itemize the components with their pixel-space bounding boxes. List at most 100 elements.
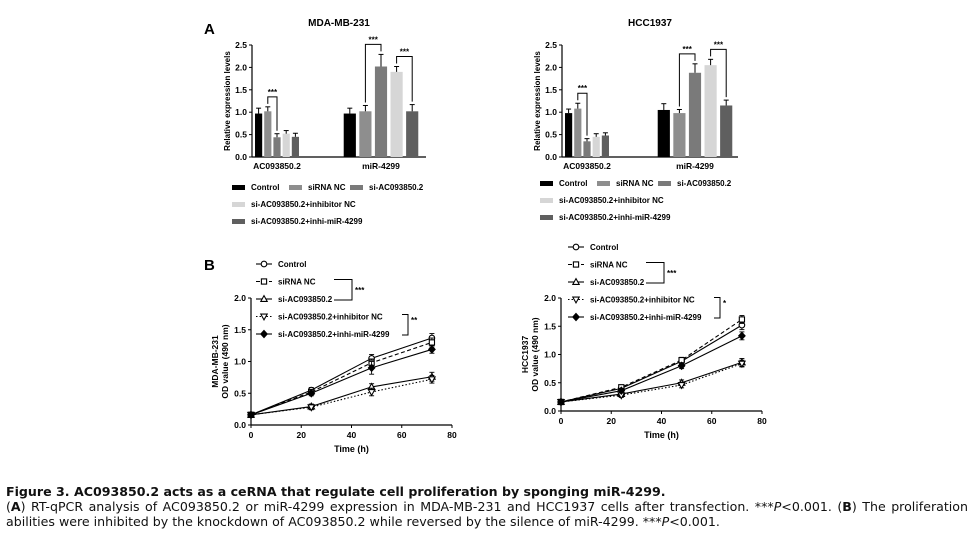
- significance-label: ***: [578, 84, 588, 93]
- significance-label: ***: [714, 40, 724, 49]
- legend-label: si-AC093850.2+inhi-miR-4299: [251, 217, 363, 226]
- significance-bracket: [710, 48, 727, 98]
- x-tick-label: 60: [707, 416, 717, 426]
- series-line-si-AC093850.2: [560, 361, 743, 403]
- x-tick-label: 20: [607, 416, 617, 426]
- legend-label: si-AC093850.2: [278, 295, 333, 304]
- legend-label: si-AC093850.2+inhibitor NC: [278, 313, 383, 322]
- figure-caption: Figure 3. AC093850.2 acts as a ceRNA tha…: [6, 484, 968, 529]
- bar-miR-4299-Control: [657, 109, 670, 157]
- data-point-si-AC093850.2+inhibitor NC: [367, 389, 376, 397]
- significance-bracket: [364, 43, 382, 103]
- legend-swatch-si-AC093850.2: [350, 185, 363, 190]
- bar-AC093850.2-si-AC093850.2+inhi-miR-4299: [601, 135, 609, 157]
- y-tick-label: 1.0: [235, 107, 247, 117]
- x-axis-label: Time (h): [644, 430, 679, 440]
- legend-label: si-AC093850.2+inhibitor NC: [251, 200, 356, 209]
- x-tick-label: 80: [447, 430, 457, 440]
- series-line-Control: [250, 337, 433, 416]
- caption-part: ) The proliferation abilities were inhib…: [6, 499, 968, 529]
- legend-label: si-AC093850.2: [590, 278, 645, 287]
- legend-label: siRNA NC: [278, 278, 316, 287]
- y-axis-label-cell-line: MDA-MB-231: [210, 335, 220, 388]
- legend-swatch-siRNA NC: [597, 181, 610, 186]
- y-tick-label: 1.5: [544, 321, 556, 331]
- series-line-Control: [560, 324, 743, 403]
- x-axis-label: Time (h): [334, 444, 369, 454]
- bar-AC093850.2-siRNA NC: [264, 111, 272, 157]
- caption-part: B: [842, 499, 852, 514]
- y-tick-label: 1.0: [545, 107, 557, 117]
- y-tick-label: 1.5: [235, 85, 247, 95]
- data-point-si-AC093850.2+inhi-miR-4299: [247, 410, 255, 420]
- significance-label: ***: [683, 45, 693, 54]
- bar-miR-4299-si-AC093850.2: [688, 72, 702, 157]
- y-tick-label: 0.0: [544, 406, 556, 416]
- caption-part: <0.001.: [669, 514, 720, 529]
- legend-marker-Control: [572, 243, 580, 251]
- bar-miR-4299-Control: [343, 113, 356, 157]
- y-tick-label: 2.0: [235, 62, 247, 72]
- data-point-si-AC093850.2+inhi-miR-4299: [557, 397, 565, 407]
- legend-swatch-si-AC093850.2: [658, 181, 671, 186]
- series-line-si-AC093850.2+inhibitor NC: [250, 378, 433, 416]
- bar-AC093850.2-Control: [255, 113, 263, 157]
- x-tick-label: AC093850.2: [253, 161, 301, 171]
- legend-significance-label: ***: [667, 269, 677, 278]
- chart-title: MDA-MB-231: [308, 18, 370, 29]
- y-tick-label: 2.5: [235, 40, 247, 50]
- legend-label: si-AC093850.2: [369, 183, 424, 192]
- series-line-siRNA NC: [250, 341, 433, 416]
- data-point-si-AC093850.2+inhi-miR-4299: [427, 345, 436, 354]
- caption-part: (: [6, 499, 11, 514]
- y-axis-label: Relative expression levels: [223, 51, 232, 151]
- legend-swatch-siRNA NC: [289, 185, 302, 190]
- legend-label: siRNA NC: [308, 183, 346, 192]
- legend-marker-siRNA NC: [572, 261, 580, 268]
- legend-label: Control: [278, 260, 306, 269]
- y-axis-label: OD value (490 nm): [530, 317, 540, 391]
- data-point-siRNA NC: [738, 316, 746, 323]
- bar-AC093850.2-si-AC093850.2+inhibitor NC: [282, 133, 290, 157]
- data-point-si-AC093850.2+inhibitor NC: [307, 404, 316, 412]
- legend-marker-si-AC093850.2+inhibitor NC: [259, 313, 269, 322]
- x-tick-label: 0: [249, 430, 254, 440]
- caption-part: ) RT-qPCR analysis of AC093850.2 or miR-…: [20, 499, 774, 514]
- data-point-si-AC093850.2+inhi-miR-4299: [367, 363, 376, 373]
- series-line-siRNA NC: [560, 319, 743, 403]
- x-tick-label: 40: [657, 416, 667, 426]
- bar-AC093850.2-si-AC093850.2+inhibitor NC: [592, 136, 600, 157]
- significance-bracket: [577, 92, 588, 136]
- legend-significance-bracket: [646, 262, 665, 284]
- bar-miR-4299-si-AC093850.2+inhi-miR-4299: [406, 111, 419, 157]
- caption-title: Figure 3. AC093850.2 acts as a ceRNA tha…: [6, 484, 666, 499]
- series-line-si-AC093850.2+inhi-miR-4299: [250, 348, 433, 416]
- y-tick-label: 0.5: [545, 130, 557, 140]
- x-tick-label: 20: [297, 430, 307, 440]
- bar-AC093850.2-si-AC093850.2: [583, 141, 591, 157]
- legend-significance-bracket: [334, 279, 353, 301]
- x-tick-label: 40: [347, 430, 357, 440]
- data-point-si-AC093850.2+inhi-miR-4299: [617, 386, 626, 395]
- caption-part: P: [773, 499, 782, 514]
- bar-AC093850.2-si-AC093850.2+inhi-miR-4299: [291, 136, 299, 157]
- legend-marker-si-AC093850.2+inhi-miR-4299: [260, 329, 268, 339]
- data-point-si-AC093850.2+inhibitor NC: [427, 376, 437, 384]
- legend-marker-si-AC093850.2: [259, 294, 269, 302]
- legend-label: si-AC093850.2+inhi-miR-4299: [278, 330, 390, 339]
- legend-label: si-AC093850.2+inhibitor NC: [590, 296, 695, 305]
- data-point-si-AC093850.2+inhi-miR-4299: [307, 388, 316, 398]
- y-tick-label: 2.5: [545, 40, 557, 50]
- x-tick-label: miR-4299: [362, 161, 400, 171]
- panel-label: B: [204, 257, 215, 274]
- legend-significance-bracket: [402, 314, 409, 336]
- y-tick-label: 1.5: [545, 85, 557, 95]
- data-point-si-AC093850.2+inhibitor NC: [737, 360, 747, 369]
- y-tick-label: 0.0: [545, 152, 557, 162]
- y-axis-label-cell-line: HCC1937: [520, 336, 530, 374]
- bar-miR-4299-si-AC093850.2+inhibitor NC: [704, 65, 717, 157]
- legend-label: siRNA NC: [590, 261, 628, 270]
- y-tick-label: 1.0: [544, 350, 556, 360]
- legend-label: si-AC093850.2: [677, 179, 732, 188]
